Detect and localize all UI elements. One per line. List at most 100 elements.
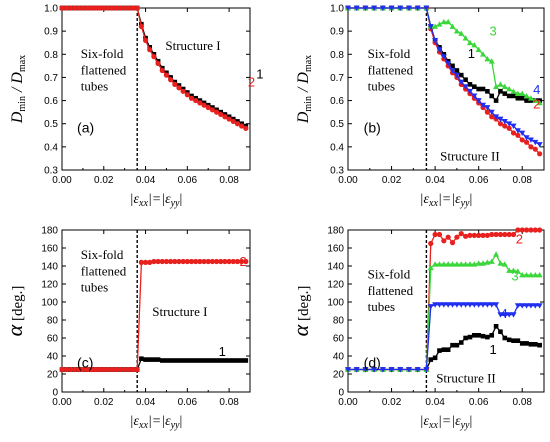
series-4-point: [536, 142, 543, 148]
series-2-point: [193, 258, 199, 265]
series-1-point: [180, 358, 186, 363]
series-4-point: [414, 367, 421, 373]
y-tick-label: 120: [41, 280, 58, 291]
y-tick-label: 0.5: [44, 119, 58, 130]
series-1-point: [450, 342, 455, 348]
series-2-point: [537, 151, 543, 157]
series-label: 1: [468, 46, 475, 61]
series-4-point: [527, 137, 534, 143]
series-3-point: [480, 51, 487, 57]
series-4-point: [488, 302, 495, 308]
y-tick-label: 140: [327, 262, 344, 273]
x-tick-label: 0.06: [178, 397, 198, 408]
series-2-point: [105, 366, 111, 373]
series-4-point: [514, 303, 521, 309]
x-axis-title-part: |=|ε: [438, 192, 461, 207]
series-2-point: [92, 366, 99, 373]
series-3-point: [497, 260, 504, 266]
series-4-point: [440, 302, 447, 308]
series-1-point: [197, 358, 203, 363]
y-tick-label: 0.9: [44, 27, 58, 38]
x-tick-label: 0.00: [52, 175, 72, 186]
series-3-point: [475, 46, 482, 53]
y-tick-label: 20: [333, 370, 345, 381]
series-3-point: [440, 18, 447, 25]
series-1-point: [515, 95, 521, 101]
series-2-point: [147, 47, 153, 53]
series-2-point: [117, 366, 124, 373]
series-1-point: [193, 358, 198, 363]
annotation: Structure II: [436, 370, 496, 385]
series-1-point: [463, 77, 468, 83]
series-4-point: [427, 304, 434, 310]
series-2-point: [428, 240, 434, 247]
series-4-point: [497, 312, 504, 318]
y-axis-title-part: [deg.]: [296, 286, 312, 325]
series-4-point: [405, 5, 412, 11]
annotation: tubes: [81, 79, 108, 94]
series-3-point: [436, 261, 443, 267]
series-2-point: [209, 107, 215, 113]
series-4-point: [519, 303, 526, 309]
y-tick-label: 160: [327, 244, 344, 255]
series-2-point: [97, 366, 103, 373]
x-axis-title-part: |: [470, 192, 473, 207]
series-4-point: [388, 367, 395, 373]
y-axis-title-part: max: [303, 55, 314, 72]
series-4-point: [458, 302, 465, 308]
y-tick-label: 180: [41, 226, 58, 237]
series-2-point: [454, 234, 460, 240]
series-4-point: [462, 302, 469, 308]
series-3-point: [493, 83, 500, 90]
series-1-point: [532, 342, 538, 347]
series-2-point: [163, 258, 170, 265]
series-4-point: [532, 139, 539, 146]
x-tick-label: 0.02: [382, 397, 402, 408]
series-3-point: [453, 261, 460, 267]
series-3-point: [510, 88, 517, 94]
series-1-point: [235, 358, 240, 363]
x-axis-title-part: |=|ε: [148, 192, 171, 207]
series-1-point: [155, 357, 161, 362]
series-3-point: [432, 23, 439, 29]
series-2-point: [201, 102, 207, 108]
series-4-point: [527, 303, 534, 309]
series-4-point: [445, 302, 452, 308]
series-2-point: [239, 258, 245, 265]
y-axis-title: Dmin / Dmax: [295, 55, 314, 124]
series-2-point: [63, 366, 69, 373]
series-2-point: [172, 81, 178, 87]
series-3-point: [506, 86, 513, 92]
series-2-point: [528, 144, 534, 150]
series-3-point: [471, 42, 478, 48]
series-3-point: [536, 272, 543, 278]
series-2-point: [142, 37, 149, 44]
series-4-point: [532, 303, 539, 309]
series-2-point: [159, 258, 165, 265]
annotation: Structure I: [165, 38, 220, 53]
series-3-point: [527, 95, 534, 101]
series-1-point: [222, 358, 228, 363]
series-4-point: [493, 114, 500, 120]
series-2-point: [441, 238, 447, 244]
y-tick-label: 160: [41, 244, 58, 255]
y-axis-title-part: / D: [295, 72, 312, 96]
series-4-point: [449, 68, 456, 74]
series-1-point: [189, 358, 194, 363]
y-tick-label: 180: [327, 226, 344, 237]
series-2-point: [226, 116, 232, 122]
series-4-point: [397, 5, 404, 11]
series-4-point: [432, 38, 439, 44]
series-2-point: [130, 366, 136, 373]
series-2-point: [126, 5, 132, 11]
x-tick-label: 0.00: [338, 175, 358, 186]
series-2-point: [142, 259, 149, 265]
series-4-point: [388, 5, 395, 11]
y-axis-title: α [deg.]: [288, 286, 313, 337]
series-2-point: [168, 258, 174, 265]
series-2-point: [197, 258, 203, 265]
series-4-point: [471, 302, 478, 308]
series-4-point: [462, 84, 469, 90]
x-tick-label: 0.06: [469, 175, 489, 186]
series-1-point: [437, 348, 442, 353]
